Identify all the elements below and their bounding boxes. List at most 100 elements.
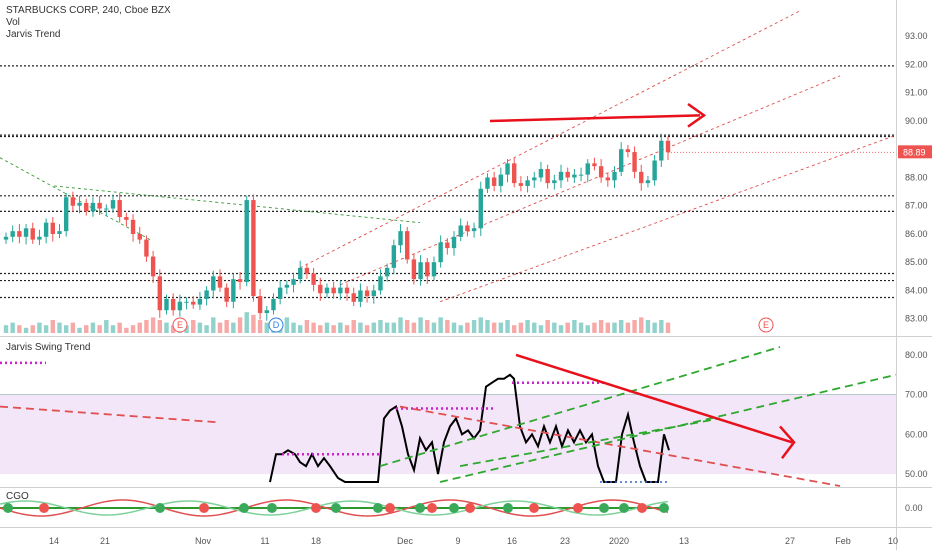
- event-marker-label: E: [763, 320, 769, 330]
- osc-tick-label: 80.00: [905, 350, 928, 360]
- candle-body: [84, 202, 89, 212]
- candle-body: [478, 188, 483, 229]
- volume-bar: [505, 320, 510, 333]
- price-tick-label: 85.00: [905, 257, 928, 267]
- volume-bar: [471, 320, 477, 333]
- volume-bar: [558, 325, 564, 333]
- volume-bar: [311, 322, 316, 333]
- time-tick-label: 18: [311, 536, 321, 546]
- volume-bar: [405, 320, 410, 333]
- volume-bar: [338, 322, 343, 333]
- volume-bar: [518, 322, 524, 333]
- volume-bar: [659, 320, 664, 333]
- volume-bar: [104, 320, 109, 333]
- volume-bar: [485, 320, 490, 333]
- candle-body: [10, 231, 15, 237]
- price-tick-label: 84.00: [905, 285, 928, 295]
- candle-body: [284, 284, 290, 288]
- time-tick-label: 16: [507, 536, 517, 546]
- volume-bar: [237, 317, 243, 333]
- volume-bar: [70, 322, 76, 333]
- volume-bar: [164, 322, 169, 333]
- volume-bar: [598, 320, 604, 333]
- candle-body: [144, 239, 149, 257]
- volume-bar: [445, 320, 450, 333]
- candle-body: [384, 267, 390, 277]
- volume-bar: [231, 322, 236, 333]
- volume-bar: [257, 320, 263, 333]
- candle-body: [63, 197, 69, 232]
- volume-bar: [639, 317, 644, 333]
- candle-body: [50, 222, 56, 234]
- candle-body: [485, 177, 490, 189]
- candle-body: [157, 276, 162, 311]
- volume-bar: [618, 320, 624, 333]
- volume-bar: [331, 325, 336, 333]
- volume-bar: [525, 320, 530, 333]
- candle-body: [598, 166, 604, 178]
- volume-bar: [425, 320, 430, 333]
- cgo-sell-marker: [311, 503, 321, 513]
- volume-bar: [30, 325, 35, 333]
- candle-body: [465, 225, 470, 232]
- red-arrow-head: [687, 103, 707, 128]
- osc-red-arrow-shaft: [515, 353, 793, 444]
- candle-body: [498, 174, 504, 186]
- time-tick-label: 21: [100, 536, 110, 546]
- candle-body: [552, 180, 557, 184]
- candle-body: [244, 200, 249, 282]
- candle-body: [110, 200, 116, 209]
- candle-body: [231, 279, 236, 302]
- cgo-buy-marker: [619, 503, 629, 513]
- earnings-marker: [172, 317, 188, 333]
- candle-body: [130, 219, 136, 234]
- volume-bar: [391, 322, 397, 333]
- candle-body: [291, 279, 296, 285]
- price-tick-label: 90.00: [905, 116, 928, 126]
- cgo-buy-marker: [3, 503, 13, 513]
- volume-bar: [592, 322, 597, 333]
- swing-trend-lines: 80.00 70.00 60.00 50.00: [0, 346, 928, 487]
- cgo-lines: 0.00: [0, 499, 923, 517]
- volume-bar: [371, 322, 376, 333]
- osc-red-arrow-head: [779, 425, 796, 459]
- cgo-sell-marker: [637, 503, 647, 513]
- time-tick-label: 23: [560, 536, 570, 546]
- last-price-label: 88.89: [903, 147, 926, 157]
- cgo-buy-marker: [659, 503, 669, 513]
- volume-bar: [538, 325, 544, 333]
- volume-bar: [50, 320, 56, 333]
- volume-bar: [211, 317, 216, 333]
- candle-body: [30, 228, 35, 240]
- volume-bar: [465, 322, 470, 333]
- volume-bar: [418, 317, 423, 333]
- candle-body: [558, 171, 564, 181]
- volume-bar: [137, 322, 142, 333]
- red-arrow-shaft: [489, 114, 701, 123]
- volume-bar: [17, 325, 22, 333]
- time-axis[interactable]: 14 21 Nov 11 18 Dec 9 16 23 2020 13 27 Feb 10: [49, 536, 898, 546]
- candle-body: [665, 140, 671, 153]
- candle-body: [211, 276, 216, 291]
- candle-body: [578, 174, 584, 176]
- candle-body: [170, 298, 176, 311]
- candle-body: [311, 273, 316, 285]
- event-marker-label: E: [177, 320, 183, 330]
- volume-bar: [585, 325, 590, 333]
- price-pane[interactable]: [0, 0, 896, 336]
- candle-body: [331, 287, 336, 294]
- volume-bar: [244, 312, 249, 333]
- volume-bar: [578, 322, 584, 333]
- volume-bar: [665, 322, 671, 333]
- candle-body: [605, 177, 611, 181]
- candle-body: [43, 222, 49, 237]
- cgo-sell-marker: [385, 503, 395, 513]
- volume-bar: [191, 320, 196, 333]
- volume-bar: [144, 320, 149, 333]
- candle-body: [612, 171, 617, 181]
- chart-title: STARBUCKS CORP, 240, Cboe BZX: [6, 5, 171, 16]
- volume-bar: [43, 325, 49, 333]
- volume-bar: [284, 317, 290, 333]
